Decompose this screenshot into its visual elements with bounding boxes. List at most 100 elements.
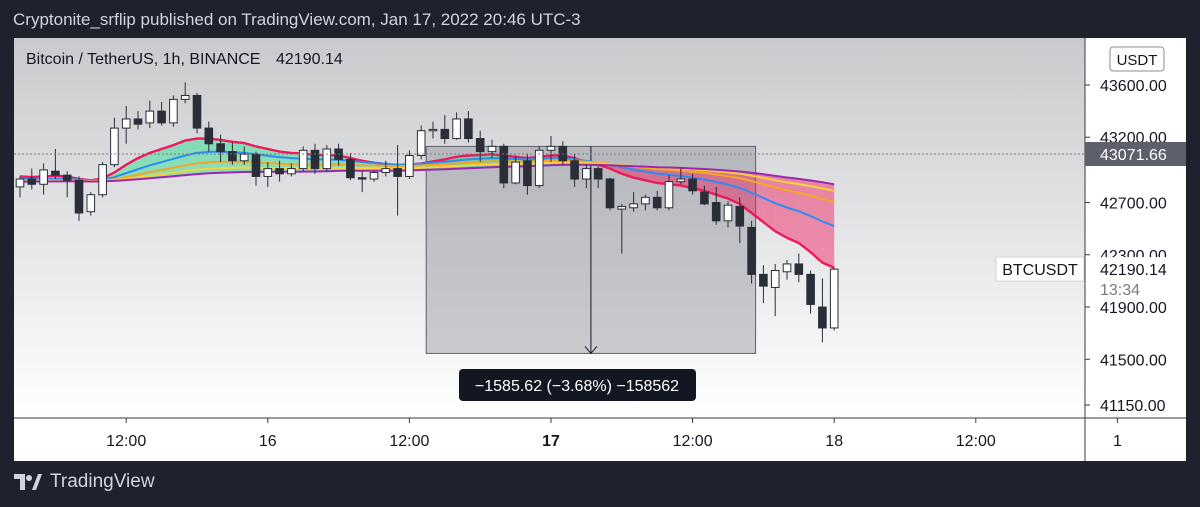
candle[interactable] — [228, 142, 237, 165]
candle-body — [86, 194, 96, 213]
candle-body — [782, 263, 792, 273]
moving-average-line — [19, 163, 835, 186]
candle-body — [275, 168, 284, 175]
ticker-tag — [995, 256, 1085, 282]
candle-body — [676, 178, 686, 183]
candle[interactable] — [676, 168, 686, 185]
candle[interactable] — [393, 145, 402, 216]
candle-body — [310, 149, 320, 170]
candle-body — [357, 177, 367, 180]
time-axis[interactable] — [14, 418, 1186, 461]
candle[interactable] — [534, 146, 544, 189]
candle[interactable] — [440, 115, 450, 144]
candle[interactable] — [464, 111, 473, 143]
candle[interactable] — [511, 155, 520, 185]
candle[interactable] — [416, 125, 426, 160]
ma-ribbon-segment — [232, 141, 245, 173]
candle[interactable] — [747, 220, 756, 284]
candle[interactable] — [287, 163, 296, 177]
candle[interactable] — [275, 160, 284, 182]
candle[interactable] — [15, 176, 25, 198]
candle[interactable] — [298, 146, 308, 172]
candle[interactable] — [475, 130, 485, 163]
candle[interactable] — [711, 186, 721, 225]
candle[interactable] — [86, 192, 96, 216]
candle-body — [62, 174, 72, 181]
candle[interactable] — [145, 100, 155, 129]
candle[interactable] — [27, 168, 37, 190]
last-price-tag — [1090, 257, 1180, 302]
measure-label-text: −1585.62 (−3.68%) −158562 — [475, 378, 679, 395]
candle[interactable] — [110, 117, 119, 168]
candle[interactable] — [546, 135, 556, 163]
candle[interactable] — [735, 197, 745, 244]
candle[interactable] — [487, 139, 497, 159]
candle[interactable] — [523, 154, 532, 195]
candle[interactable] — [369, 171, 379, 182]
candle[interactable] — [263, 162, 273, 187]
crosshair-price-tag — [1085, 142, 1186, 167]
candle[interactable] — [204, 121, 214, 152]
candle[interactable] — [346, 152, 355, 181]
candle[interactable] — [782, 260, 792, 280]
candle[interactable] — [428, 121, 438, 139]
candle[interactable] — [133, 111, 143, 130]
ma-ribbon-segment — [657, 167, 669, 185]
candle-body — [251, 153, 261, 177]
candle[interactable] — [39, 163, 48, 195]
candle[interactable] — [98, 162, 107, 198]
plot-area[interactable] — [14, 38, 1085, 418]
candle-body — [157, 110, 166, 124]
candle[interactable] — [829, 267, 839, 331]
candle[interactable] — [405, 150, 414, 180]
candle[interactable] — [180, 82, 190, 104]
currency-button[interactable] — [1109, 46, 1165, 72]
price-tick-label: 41150.00 — [1100, 398, 1166, 415]
candle-body — [464, 118, 473, 140]
candle[interactable] — [700, 185, 709, 206]
candle[interactable] — [169, 95, 178, 127]
candle[interactable] — [157, 101, 166, 126]
candle[interactable] — [794, 253, 804, 283]
candle[interactable] — [570, 154, 579, 187]
candle-body — [405, 155, 414, 177]
candle[interactable] — [74, 176, 84, 221]
candle[interactable] — [582, 164, 591, 189]
price-axis[interactable] — [1085, 38, 1186, 418]
candle[interactable] — [62, 171, 72, 198]
candle-body — [204, 127, 214, 145]
candle-body — [700, 191, 709, 205]
candle[interactable] — [652, 190, 662, 211]
candle[interactable] — [239, 146, 249, 165]
candle[interactable] — [310, 143, 320, 174]
candle[interactable] — [770, 263, 780, 317]
ma-ribbon-segment — [645, 166, 658, 183]
bar-countdown-label: 13:34 — [1100, 282, 1140, 299]
candle[interactable] — [664, 175, 674, 211]
candle-body — [487, 145, 497, 153]
time-tick-label: 1 — [1113, 433, 1122, 450]
candle[interactable] — [641, 194, 650, 211]
candle-body — [511, 161, 520, 184]
candle[interactable] — [121, 105, 131, 144]
candle[interactable] — [593, 165, 603, 189]
candle-body — [145, 110, 155, 124]
candle[interactable] — [723, 201, 733, 228]
candle[interactable] — [818, 278, 827, 343]
time-tick-label: 12:00 — [673, 433, 713, 450]
candle[interactable] — [322, 145, 332, 172]
candle[interactable] — [192, 92, 202, 134]
candle[interactable] — [499, 143, 509, 189]
candle[interactable] — [688, 173, 697, 195]
candle[interactable] — [216, 134, 225, 163]
candle[interactable] — [357, 171, 367, 193]
candle[interactable] — [629, 192, 638, 212]
candle[interactable] — [806, 270, 815, 314]
candle[interactable] — [617, 203, 627, 254]
candle[interactable] — [759, 265, 768, 304]
candle[interactable] — [452, 112, 461, 140]
candle[interactable] — [381, 160, 391, 177]
price-tick-label: 41900.00 — [1100, 300, 1167, 317]
candle[interactable] — [605, 177, 615, 211]
